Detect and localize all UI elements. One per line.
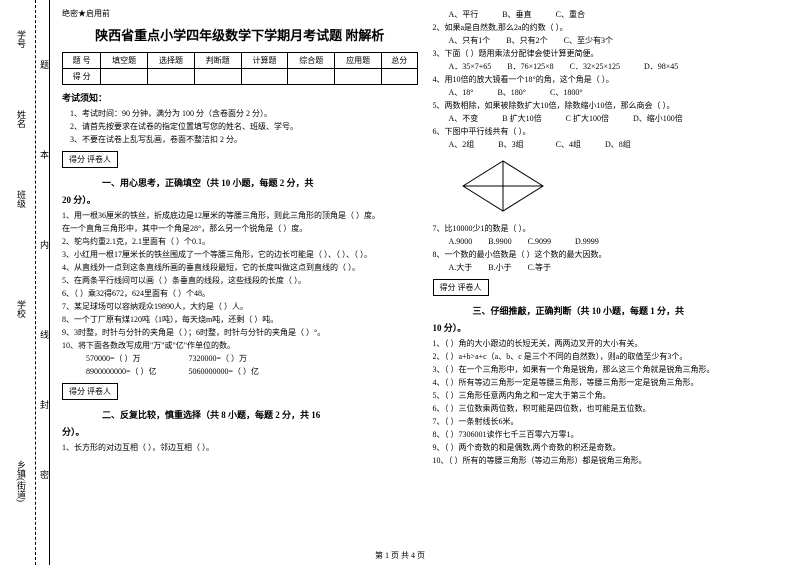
sidebar-inner: 本: [38, 150, 51, 159]
section3-cont: 10 分）。: [433, 321, 789, 334]
j: 2、（ ）a+b>a+c（a、b、c 是三个不同的自然数），则a的取值至少有3个…: [433, 351, 789, 363]
q: 2、如果a是自然数,那么2a的约数（ ）。: [433, 22, 789, 34]
th: 总分: [381, 53, 417, 69]
q: 7、某足球场可以容纳观众19890人，大约是（ ）人。: [62, 301, 418, 313]
q: 1、用一根36厘米的铁丝，折成底边是12厘米的等腰三角形，则此三角形的顶角是（ …: [62, 210, 418, 222]
sidebar-label: 学校: [15, 300, 28, 318]
j: 8、（ ）7306001读作七千三百零六万零1。: [433, 429, 789, 441]
td: [381, 69, 417, 85]
q: 1、长方形的对边互相（ ），邻边互相（ ）。: [62, 442, 418, 454]
scorer-box: 得分 评卷人: [62, 151, 118, 168]
sidebar-label: 乡镇(街道): [15, 460, 28, 502]
th: 计算题: [241, 53, 288, 69]
th: 选择题: [148, 53, 195, 69]
exam-title: 陕西省重点小学四年级数学下学期月考试题 附解析: [62, 25, 418, 44]
q: 9、3时整，时针与分针的夹角是（ ）；6时整，时针与分针的夹角是（ ）°。: [62, 327, 418, 339]
opts: A、2组 B、3组 C、4组 D、8组: [433, 139, 789, 151]
q: 6、（ ）乘32得672，624里面有（ ）个48。: [62, 288, 418, 300]
sidebar-label: 姓名: [15, 110, 28, 128]
q: 3、小红用一根17厘米长的铁丝围成了一个等腰三角形，它的边长可能是（ ）、（ ）…: [62, 249, 418, 261]
th: 综合题: [288, 53, 335, 69]
q: 8、一个丁厂原有煤120吨（1吨），每天烧m吨，还剩（ ）吨。: [62, 314, 418, 326]
sidebar-label: 学号: [15, 30, 28, 48]
notice-item: 2、请首先按要求在试卷的指定位置填写您的姓名、班级、学号。: [62, 121, 418, 132]
sidebar-label: 班级: [15, 190, 28, 208]
main-content: 绝密★启用前 陕西省重点小学四年级数学下学期月考试题 附解析 题 号 填空题 选…: [50, 0, 800, 565]
q: 8900000000=（ ）亿 5060000000=（ ）亿: [62, 366, 418, 378]
q: 4、用10倍的放大镜看一个18°的角，这个角是（ ）。: [433, 74, 789, 86]
j: 3、（ ）在一个三角形中，如果有一个角是锐角，那么这三个角就是锐角三角形。: [433, 364, 789, 376]
q: 3、下面（ ）题用乘法分配律会使计算更简便。: [433, 48, 789, 60]
notice-head: 考试须知：: [62, 91, 418, 104]
page-footer: 第 1 页 共 4 页: [375, 550, 425, 561]
td: [241, 69, 288, 85]
right-column: A、平行 B、垂直 C、重合 2、如果a是自然数,那么2a的约数（ ）。 A、只…: [433, 8, 789, 557]
j: 10、（ ）所有的等腰三角形（等边三角形）都是锐角三角形。: [433, 455, 789, 467]
td: [288, 69, 335, 85]
sidebar-inner: 封: [38, 400, 51, 409]
sidebar-inner: 密: [38, 470, 51, 479]
notice-item: 3、不要在试卷上乱写乱画，卷面不整洁扣 2 分。: [62, 134, 418, 145]
th: 应用题: [335, 53, 382, 69]
q: 在一个直角三角形中，其中一个角是28°，那么另一个锐角是（ ）度。: [62, 223, 418, 235]
j: 7、（ ）一条射线长6米。: [433, 416, 789, 428]
opts: A.9000 B.9900 C.9099 D.9999: [433, 236, 789, 248]
section1-title: 一、用心思考，正确填空（共 10 小题，每题 2 分，共: [102, 176, 418, 189]
th: 填空题: [101, 53, 148, 69]
j: 9、（ ）两个奇数的和是偶数,两个奇数的积还是奇数。: [433, 442, 789, 454]
opts: A．35×7+65 B．76×125×8 C．32×25×125 D．98×45: [433, 61, 789, 73]
j: 5、（ ）三角形任意两内角之和一定大于第三个角。: [433, 390, 789, 402]
q: 10、将下面各数改写成用"万"或"亿"作单位的数。: [62, 340, 418, 352]
left-column: 绝密★启用前 陕西省重点小学四年级数学下学期月考试题 附解析 题 号 填空题 选…: [62, 8, 418, 557]
q: 6、下图中平行线共有（ ）。: [433, 126, 789, 138]
q: 4、从直线外一点到这条直线所画的垂直线段最短，它的长度叫做这点到直线的（ ）。: [62, 262, 418, 274]
q: 5、在两条平行线间可以画（ ）条垂直的线段，这些线段的长度（ ）。: [62, 275, 418, 287]
td: [101, 69, 148, 85]
opts: A、平行 B、垂直 C、重合: [433, 9, 789, 21]
td: [194, 69, 241, 85]
score-table: 题 号 填空题 选择题 判断题 计算题 综合题 应用题 总分 得 分: [62, 52, 418, 85]
td: [148, 69, 195, 85]
q: 7、比10000少1的数是（ ）。: [433, 223, 789, 235]
secret-label: 绝密★启用前: [62, 8, 418, 19]
scorer-box: 得分 评卷人: [62, 383, 118, 400]
q: 570000=（ ）万 7320000=（ ）万: [62, 353, 418, 365]
dash-line: [35, 0, 36, 565]
th: 判断题: [194, 53, 241, 69]
td: [335, 69, 382, 85]
sidebar-inner: 题: [38, 60, 51, 69]
diamond-figure: [433, 156, 573, 216]
q: 8、一个数的最小倍数是（ ）这个数的最大因数。: [433, 249, 789, 261]
td: 得 分: [63, 69, 101, 85]
section2-title: 二、反复比较，慎重选择（共 8 小题，每题 2 分，共 16: [102, 408, 418, 421]
j: 6、（ ）三位数乘两位数，积可能是四位数，也可能是五位数。: [433, 403, 789, 415]
opts: A、18° B、180° C、1800°: [433, 87, 789, 99]
scorer-box: 得分 评卷人: [433, 279, 489, 296]
section1-cont: 20 分）。: [62, 193, 418, 206]
opts: A.大于 B.小于 C.等于: [433, 262, 789, 274]
th: 题 号: [63, 53, 101, 69]
j: 1、（ ）角的大小跟边的长短无关，两两边叉开的大小有关。: [433, 338, 789, 350]
opts: A、只有1个 B、只有2个 C、至少有3个: [433, 35, 789, 47]
j: 4、（ ）所有等边三角形一定是等腰三角形，等腰三角形一定是锐角三角形。: [433, 377, 789, 389]
notice-item: 1、考试时间：90 分钟，满分为 100 分（含卷面分 2 分）。: [62, 108, 418, 119]
opts: A、不变 B 扩大10倍 C 扩大100倍 D、缩小100倍: [433, 113, 789, 125]
sidebar-inner: 内: [38, 240, 51, 249]
section2-cont: 分）。: [62, 425, 418, 438]
q: 2、鸵鸟约重2.1克，2.1里面有（ ）个0.1。: [62, 236, 418, 248]
notice-block: 1、考试时间：90 分钟，满分为 100 分（含卷面分 2 分）。 2、请首先按…: [62, 108, 418, 145]
sidebar-inner: 线: [38, 330, 51, 339]
section3-title: 三、仔细推敲，正确判断（共 10 小题，每题 1 分，共: [473, 304, 789, 317]
q: 5、两数相除，如果被除数扩大10倍，除数缩小10倍，那么商会（ ）。: [433, 100, 789, 112]
binding-sidebar: 学号 姓名 班级 学校 乡镇(街道) 题 本 内 线 封 密: [0, 0, 50, 565]
